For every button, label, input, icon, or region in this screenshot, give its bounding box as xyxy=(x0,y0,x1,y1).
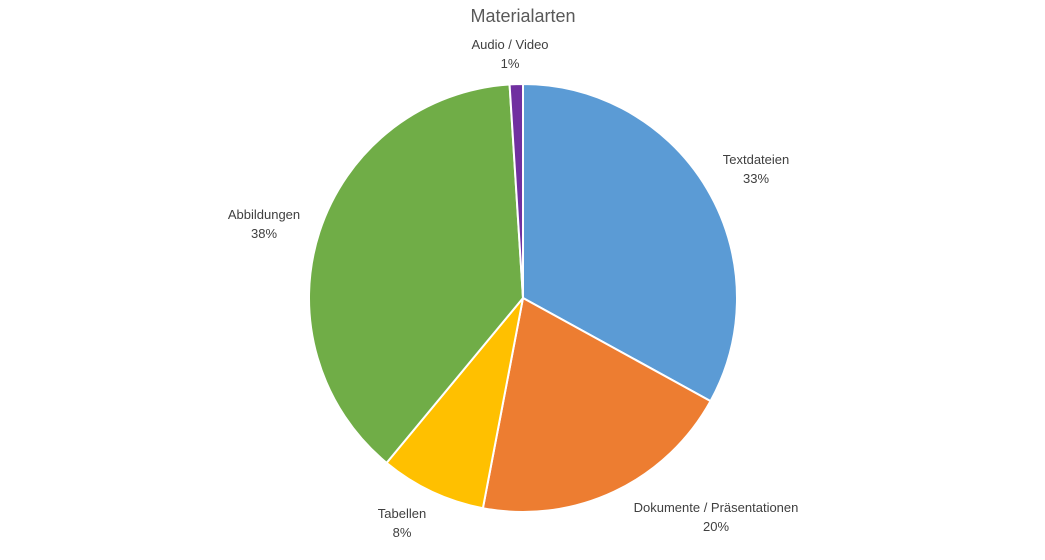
slice-percent-abbildungen: 38% xyxy=(251,226,277,241)
slice-percent-dokumente-pr-sentationen: 20% xyxy=(703,519,729,534)
slice-label-dokumente-pr-sentationen: Dokumente / Präsentationen xyxy=(634,500,799,515)
chart-title: Materialarten xyxy=(470,6,575,26)
pie-slice-audio-video xyxy=(508,82,524,299)
slice-percent-audio-video: 1% xyxy=(501,56,520,71)
pie-slice-dokumente-pr-sentationen xyxy=(481,296,712,513)
pie-slice-tabellen xyxy=(385,297,524,510)
pie-slice-textdateien xyxy=(522,82,738,403)
slice-label-textdateien: Textdateien xyxy=(723,152,790,167)
slice-label-audio-video: Audio / Video xyxy=(471,37,548,52)
slice-label-tabellen: Tabellen xyxy=(378,506,426,521)
slice-labels: Textdateien 33% Dokumente / Präsentationen… xyxy=(228,37,799,540)
pie-slice-abbildungen xyxy=(308,83,525,465)
slice-percent-tabellen: 8% xyxy=(393,525,412,540)
slice-percent-textdateien: 33% xyxy=(743,171,769,186)
slice-label-abbildungen: Abbildungen xyxy=(228,207,300,222)
pie-slices xyxy=(308,82,738,513)
